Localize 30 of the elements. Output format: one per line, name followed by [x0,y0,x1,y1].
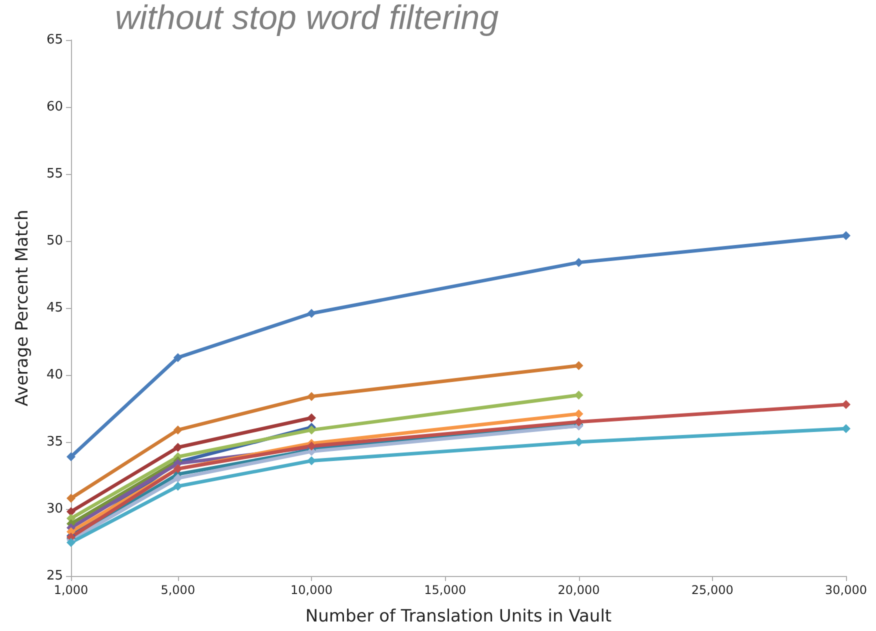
x-tick-label: 10,000 [290,583,333,597]
y-axis-title: Average Percent Match [12,210,32,406]
point [842,231,850,240]
y-tick-label: 60 [46,100,63,114]
point [173,482,182,491]
y-tick-label: 55 [46,166,63,182]
point [66,538,76,547]
point [173,442,182,452]
point [173,474,182,483]
x-tick-label: 20,000 [558,583,600,597]
x-tick-label: 5,000 [160,583,196,597]
y-tick-label: 45 [46,300,63,316]
y-tick-label: 50 [46,234,63,248]
y-tick-label: 35 [46,434,63,450]
x-tick-label: 1,000 [54,583,88,597]
x-tick-label: 15,000 [424,583,466,597]
point [307,413,316,422]
x-tick-label: 25,000 [691,583,734,597]
point [66,452,76,462]
point [574,258,584,267]
y-tick-label: 40 [46,368,63,382]
y-tick-label: 25 [46,568,63,584]
point [66,494,76,503]
point [173,353,182,362]
x-tick-label: 30,000 [825,583,867,597]
y-tick-label: 30 [46,502,63,516]
chart-title: without stop word filtering [115,0,499,37]
y-tick-label: 65 [46,32,63,48]
x-axis-title: Number of Translation Units in Vault [305,606,612,626]
point [173,425,182,434]
